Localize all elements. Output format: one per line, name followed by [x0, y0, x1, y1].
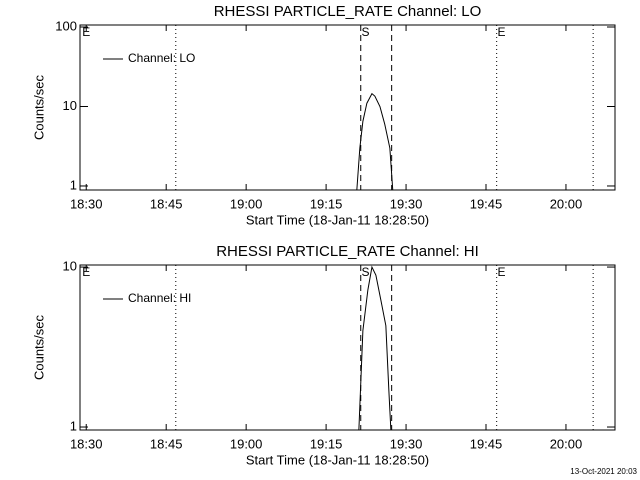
legend-label: Channel: LO — [128, 51, 195, 65]
y-axis-label: Counts/sec — [31, 74, 46, 140]
y-tick-label: 100 — [55, 18, 77, 33]
x-tick-label: 19:15 — [310, 436, 343, 451]
flag-label: E — [82, 265, 90, 279]
data-line — [356, 92, 394, 190]
plot-frame — [79, 264, 616, 431]
x-axis-label: Start Time (18-Jan-11 18:28:50) — [246, 452, 429, 467]
y-axis-label: Counts/sec — [31, 314, 46, 380]
x-tick-label: 19:00 — [230, 196, 263, 211]
x-tick-label: 19:45 — [470, 436, 503, 451]
x-tick-label: 18:45 — [150, 196, 183, 211]
x-tick-label: 19:45 — [470, 196, 503, 211]
y-tick-label: 10 — [63, 98, 77, 113]
x-tick-label: 19:30 — [390, 436, 423, 451]
y-tick-label: 1 — [70, 177, 77, 192]
flag-label: E — [82, 25, 90, 39]
x-tick-label: 19:15 — [310, 196, 343, 211]
x-tick-label: 18:30 — [70, 436, 103, 451]
legend-label: Channel: HI — [128, 291, 191, 305]
y-tick-label: 10 — [63, 258, 77, 273]
x-tick-label: 19:00 — [230, 436, 263, 451]
x-tick-label: 20:00 — [550, 436, 583, 451]
flag-label: S — [362, 265, 370, 279]
flag-label: E — [497, 265, 505, 279]
flag-label: S — [362, 25, 370, 39]
x-tick-label: 18:30 — [70, 196, 103, 211]
plot-frame — [79, 24, 616, 191]
footer: 13-Oct-2021 20:03 — [570, 467, 637, 476]
x-tick-label: 20:00 — [550, 196, 583, 211]
data-line — [358, 265, 392, 430]
chart-title: RHESSI PARTICLE_RATE Channel: LO — [214, 3, 482, 20]
x-tick-label: 19:30 — [390, 196, 423, 211]
flag-label: E — [497, 25, 505, 39]
x-tick-label: 18:45 — [150, 436, 183, 451]
x-axis-label: Start Time (18-Jan-11 18:28:50) — [246, 212, 429, 227]
y-tick-label: 1 — [70, 418, 77, 433]
chart-title: RHESSI PARTICLE_RATE Channel: HI — [216, 243, 479, 260]
